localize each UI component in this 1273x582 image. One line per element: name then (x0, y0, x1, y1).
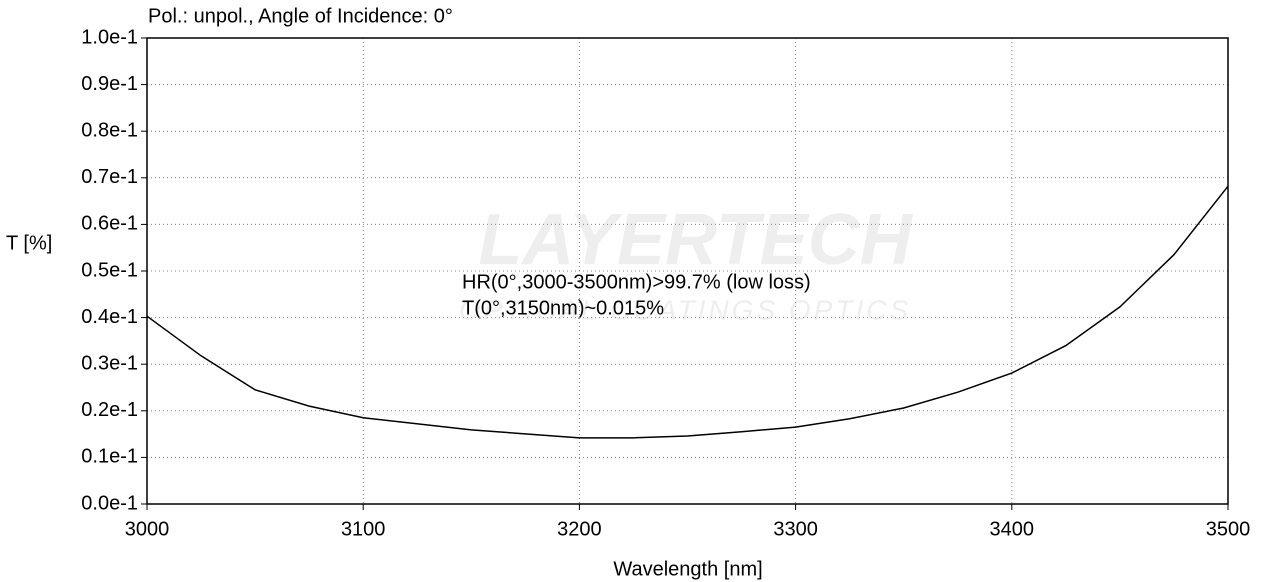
x-tick-label: 3300 (773, 518, 818, 540)
x-tick-label: 3500 (1206, 518, 1251, 540)
y-tick-label: 0.4e-1 (81, 306, 138, 328)
y-tick-label: 0.8e-1 (81, 119, 138, 141)
y-tick-label: 0.7e-1 (81, 166, 138, 188)
y-tick-label: 0.6e-1 (81, 213, 138, 235)
y-tick-label: 0.1e-1 (81, 446, 138, 468)
y-tick-label: 0.3e-1 (81, 352, 138, 374)
y-tick-label: 0.2e-1 (81, 399, 138, 421)
y-tick-label: 0.5e-1 (81, 259, 138, 281)
watermark-tagline: OPTICAL COATINGS OPTICS (459, 294, 911, 325)
x-axis-label: Wavelength [nm] (613, 558, 762, 580)
chart-title: Pol.: unpol., Angle of Incidence: 0° (148, 5, 453, 27)
x-tick-label: 3000 (125, 518, 170, 540)
y-axis-label: T [%] (6, 232, 52, 254)
data-line (146, 185, 1229, 439)
x-tick-label: 3400 (990, 518, 1035, 540)
y-tick-label: 1.0e-1 (81, 26, 138, 48)
annotation: T(0°,3150nm)~0.015% (462, 297, 664, 319)
watermark-logo: LAYERTECH (478, 200, 913, 280)
x-tick-label: 3100 (341, 518, 386, 540)
y-tick-label: 0.0e-1 (81, 492, 138, 514)
x-tick-label: 3200 (557, 518, 602, 540)
plot-frame (146, 37, 1229, 505)
y-tick-label: 0.9e-1 (81, 73, 138, 95)
annotation: HR(0°,3000-3500nm)>99.7% (low loss) (462, 271, 811, 293)
